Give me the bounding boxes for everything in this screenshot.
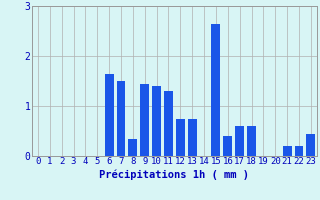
Bar	[140, 84, 149, 156]
Bar	[188, 118, 197, 156]
Bar	[307, 134, 315, 156]
Bar	[294, 146, 303, 156]
Bar	[164, 91, 173, 156]
X-axis label: Précipitations 1h ( mm ): Précipitations 1h ( mm )	[100, 169, 249, 180]
Bar	[235, 126, 244, 156]
Bar	[116, 81, 125, 156]
Bar	[176, 118, 185, 156]
Bar	[212, 23, 220, 156]
Bar	[283, 146, 292, 156]
Bar	[105, 73, 114, 156]
Bar	[247, 126, 256, 156]
Bar	[152, 86, 161, 156]
Bar	[223, 136, 232, 156]
Bar	[128, 138, 137, 156]
